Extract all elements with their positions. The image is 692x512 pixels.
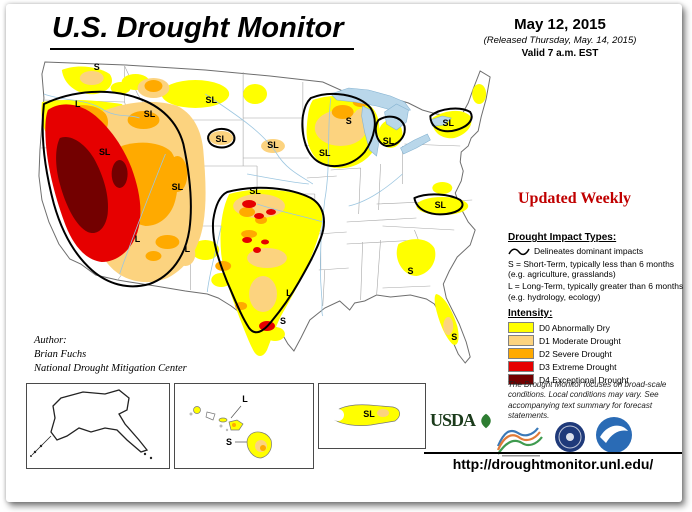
island-kauai [193, 406, 201, 414]
legend-swatch-d1 [508, 335, 534, 346]
author-org: National Drought Mitigation Center [34, 363, 187, 375]
map-label: SL [172, 182, 184, 192]
legend-label-d4: D4 Exceptional Drought [539, 374, 629, 385]
disclaimer-note: The Drought Monitor focuses on broad-sca… [508, 380, 667, 421]
hawaii-label-long: L [242, 394, 248, 404]
hawaii-map: L S [189, 394, 272, 459]
legend-item-d1: D1 Moderate Drought [508, 335, 690, 346]
island-niihau [189, 412, 193, 416]
island-oahu [205, 411, 216, 421]
legend-swatch-d4 [508, 374, 534, 385]
legend-item-d2: D2 Severe Drought [508, 348, 690, 359]
map-label: SL [443, 118, 455, 128]
updated-weekly-note: Updated Weekly [518, 190, 632, 207]
author-name: Brian Fuchs [34, 349, 87, 361]
map-label: SL [144, 109, 156, 119]
map-label: S [407, 266, 413, 276]
map-label: L [286, 288, 292, 298]
impact-delineates-label: Delineates dominant impacts [534, 246, 644, 256]
legend-item-d4: D4 Exceptional Drought [508, 374, 690, 385]
map-label: SL [215, 134, 227, 144]
footer-divider [424, 452, 682, 454]
valid-time: Valid 7 a.m. EST [521, 48, 599, 59]
ndmc-logo [496, 427, 543, 457]
puerto-rico-label: SL [363, 409, 375, 419]
map-label: SL [99, 147, 111, 157]
island-lanai [219, 424, 223, 428]
legend-item-d3: D3 Extreme Drought [508, 361, 690, 372]
date-block: May 12, 2015 (Released Thursday, May. 14… [452, 16, 668, 59]
map-label: S [451, 332, 457, 342]
island-molokai [218, 417, 228, 423]
alaska-inset [26, 383, 170, 469]
map-label: SL [435, 200, 447, 210]
map-impact-labels: S L SL SL SL SL SL S SL SL SL SL L L L S… [75, 62, 457, 342]
map-label: S [346, 116, 352, 126]
hawaii-inset: L S [174, 383, 314, 469]
impact-types-title: Drought Impact Types: [508, 232, 617, 243]
author-label: Author: [34, 335, 67, 346]
map-label: L [185, 244, 191, 254]
long-term-definition: L = Long-Term, typically greater than 6 … [508, 281, 684, 302]
legend-label-d1: D1 Moderate Drought [539, 335, 621, 346]
puerto-rico-map: SL [332, 404, 400, 426]
map-label: SL [249, 186, 261, 196]
map-label: SL [319, 148, 331, 158]
map-label: L [75, 99, 81, 109]
impact-types-legend: Drought Impact Types: Delineates dominan… [508, 232, 690, 304]
legend-swatch-d2 [508, 348, 534, 359]
release-date: (Released Thursday, May. 14, 2015) [483, 35, 637, 46]
map-date: May 12, 2015 [514, 16, 606, 33]
short-term-definition: S = Short-Term, typically less than 6 mo… [508, 259, 675, 280]
intensity-legend: Intensity: D0 Abnormally Dry D1 Moderate… [508, 308, 690, 387]
author-block: Author: Brian Fuchs National Drought Mit… [34, 334, 187, 377]
drought-regions-d4 [56, 136, 128, 234]
legend-label-d0: D0 Abnormally Dry [539, 322, 610, 333]
lake-erie [400, 133, 431, 155]
map-label: S [94, 62, 100, 72]
legend-swatch-d3 [508, 361, 534, 372]
impact-outlines [41, 90, 473, 334]
noaa-logo [596, 417, 632, 453]
hawaii-label-short: S [226, 437, 232, 447]
lake-superior [330, 87, 411, 113]
usda-symbol-icon [481, 413, 491, 428]
usda-logo: USDA [430, 410, 495, 431]
impact-line-icon [508, 248, 530, 256]
map-label: SL [383, 136, 395, 146]
university-seal-logo [555, 422, 585, 452]
intensity-title: Intensity: [508, 308, 553, 319]
map-label: SL [206, 95, 218, 105]
us-drought-map: S L SL SL SL SL SL S SL SL SL SL L L L S… [38, 61, 491, 364]
map-label: L [135, 234, 141, 244]
map-label: S [280, 316, 286, 326]
alaska-map [30, 389, 153, 460]
website-url[interactable]: http://droughtmonitor.unl.edu/ [452, 456, 654, 472]
legend-swatch-d0 [508, 322, 534, 333]
puerto-rico-inset: SL [318, 383, 426, 449]
island-kahoolawe [225, 428, 229, 432]
map-label: SL [267, 140, 279, 150]
lake-michigan [361, 105, 379, 157]
drought-monitor-page: U.S. Drought Monitor May 12, 2015 (Relea… [6, 4, 683, 502]
legend-item-d0: D0 Abnormally Dry [508, 322, 690, 333]
usda-logo-text: USDA [430, 410, 476, 430]
legend-label-d2: D2 Severe Drought [539, 348, 612, 359]
page-title: U.S. Drought Monitor [50, 12, 354, 50]
legend-label-d3: D3 Extreme Drought [539, 361, 617, 372]
